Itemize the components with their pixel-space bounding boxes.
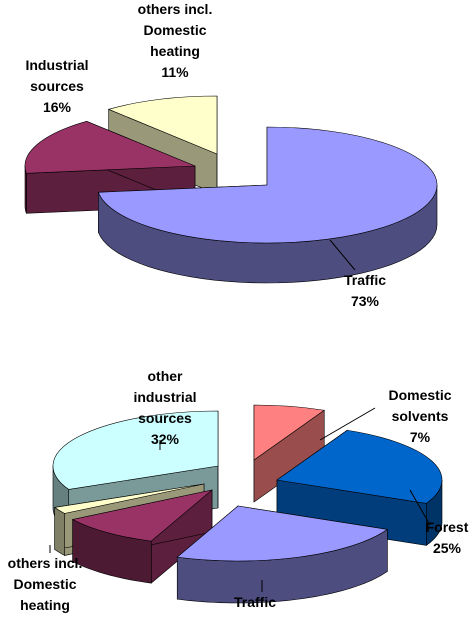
slice-top xyxy=(107,95,218,155)
slice-label-line: Domestic xyxy=(13,576,76,592)
slice-label-line: Traffic xyxy=(344,272,386,288)
slice-top xyxy=(253,404,326,461)
slice xyxy=(176,505,389,604)
slice-label-line: Industrial xyxy=(25,57,88,73)
slice-label-line: heating xyxy=(150,43,200,59)
slice xyxy=(97,126,438,284)
value-label: 32% xyxy=(151,431,180,447)
slice-label-line: sources xyxy=(30,78,84,94)
value-label: 73% xyxy=(351,293,380,309)
value-label: 25% xyxy=(433,540,462,556)
slice-label: others incl. Domestic heating xyxy=(138,1,213,59)
slice-label-line: industrial xyxy=(133,389,196,405)
slice-top xyxy=(53,483,205,514)
leader-line xyxy=(329,239,356,271)
slice-top xyxy=(71,489,213,542)
slice-label-line: heating xyxy=(20,597,70,613)
leader-line xyxy=(409,489,431,526)
slice-label-line: others incl. xyxy=(8,555,83,571)
value-label: 16% xyxy=(43,99,72,115)
slice-top xyxy=(24,120,196,174)
slice xyxy=(276,429,443,547)
slice-label-line: others incl. xyxy=(138,1,213,17)
slice-label-line: other xyxy=(148,368,184,384)
value-label: 11% xyxy=(161,64,189,80)
slice-top xyxy=(176,505,389,562)
slice-label-line: sources xyxy=(138,410,192,426)
slice-label-line: Traffic xyxy=(234,594,276,610)
slice-label: Traffic xyxy=(344,272,386,288)
slice-label: Domestic solvents xyxy=(388,387,451,424)
slice-label-line: Domestic xyxy=(388,387,451,403)
value-label: 7% xyxy=(410,429,431,445)
slice-label: Traffic xyxy=(234,594,276,610)
slice-label-line: solvents xyxy=(392,408,449,424)
slice-wall xyxy=(54,506,65,556)
slice-label: other industrial sources xyxy=(133,368,196,426)
slice-top xyxy=(52,410,219,490)
slice xyxy=(24,120,196,214)
slice-label-line: Domestic xyxy=(143,22,206,38)
slice-label: Industrial sources xyxy=(25,57,88,94)
slice-label: Forest xyxy=(426,519,469,535)
leader-line xyxy=(319,407,376,441)
slice-label-line: Forest xyxy=(426,519,469,535)
slice xyxy=(71,489,213,584)
slice-top xyxy=(276,429,443,504)
slice-top xyxy=(97,126,438,244)
slice-label: others incl. Domestic heating xyxy=(8,555,83,613)
